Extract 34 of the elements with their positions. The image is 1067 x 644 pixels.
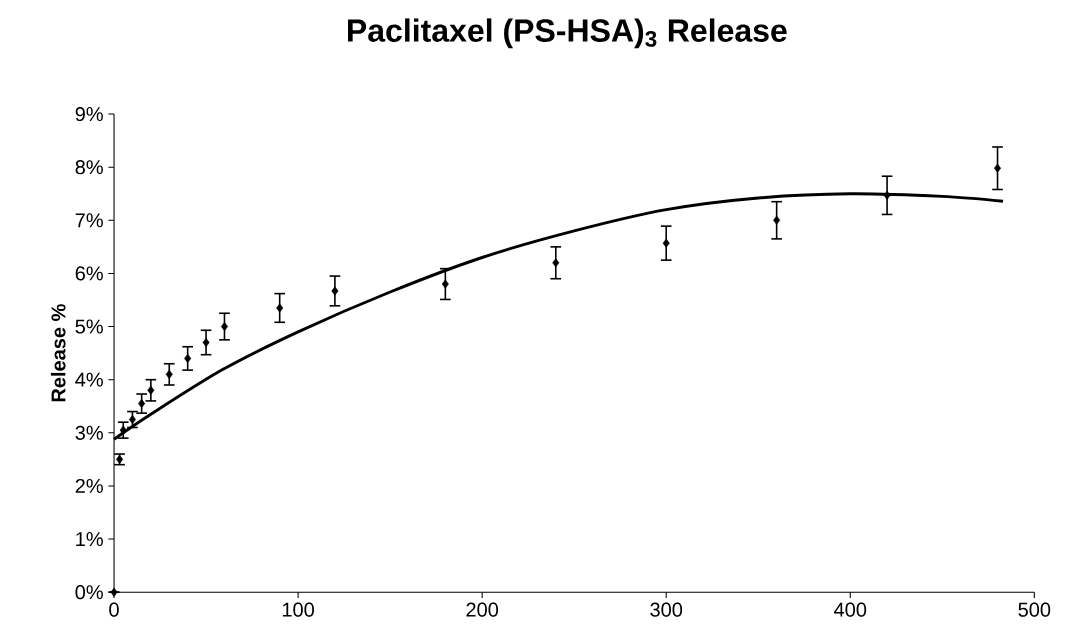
point [119,425,127,435]
point [147,385,155,395]
point [662,238,670,248]
point [331,286,339,296]
point [138,398,146,409]
y-tick-label: 9% [75,106,103,122]
y-tick-label: 2% [75,478,103,493]
chart-title: Paclitaxel (PS-HSA)$_{3}$ Release [348,18,787,49]
y-tick-label: 1% [76,531,103,546]
point [276,303,284,313]
point [441,279,449,289]
point [552,258,560,268]
point [221,321,228,331]
x-tick-label: 300 [650,602,683,617]
y-axis-title: Release % [50,304,66,402]
y-tick-label: 4% [75,372,103,387]
x-tick-label: 0 [109,602,119,617]
x-tick-label: 200 [466,602,499,617]
point [994,163,1001,173]
point [128,414,136,424]
point [883,190,891,200]
point [202,337,210,347]
point [165,369,173,379]
point [184,353,192,363]
x-tick-label: 500 [1018,602,1051,617]
y-tick-label: 6% [75,266,103,281]
y-tick-label: 7% [75,213,103,228]
point [773,215,781,225]
x-tick-label: 100 [282,602,314,617]
y-tick-label: 0% [75,585,103,600]
y-tick-label: 5% [75,319,103,334]
y-tick-label: 8% [75,159,103,175]
y-tick-label: 3% [75,425,103,440]
x-tick-label: 400 [834,602,867,617]
